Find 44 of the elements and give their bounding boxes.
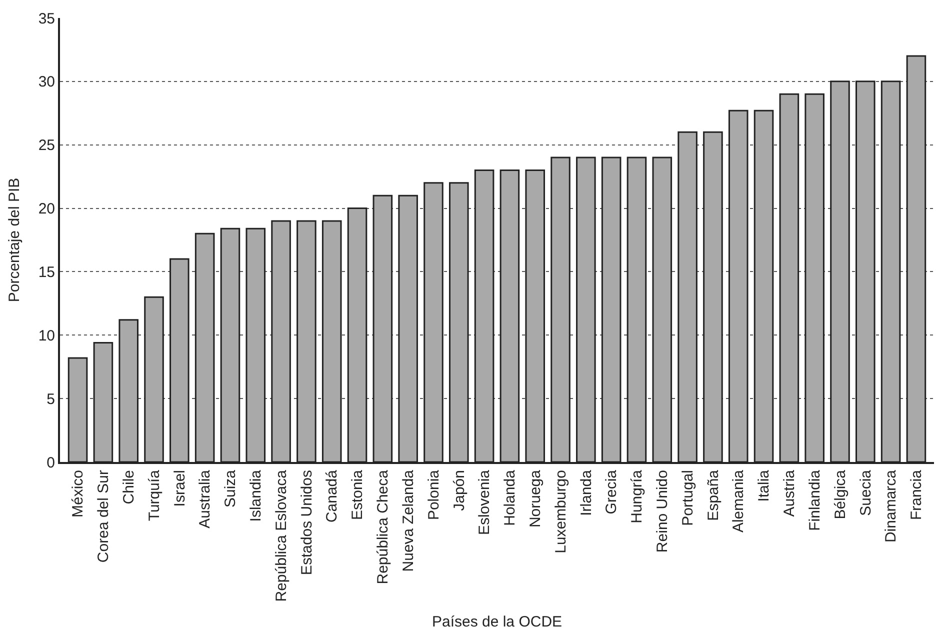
x-axis-title: Países de la OCDE xyxy=(432,613,562,630)
x-tick-label: Estados Unidos xyxy=(298,470,316,576)
x-tick-label: Eslovenia xyxy=(476,469,494,536)
y-axis-title: Porcentaje del PIB xyxy=(6,178,24,302)
y-tick-label: 5 xyxy=(46,390,55,408)
x-tick-label: Islandia xyxy=(248,469,265,522)
x-tick-label: México xyxy=(70,470,87,518)
x-tick-label: Portugal xyxy=(679,470,696,526)
x-tick-label: República Eslovaca xyxy=(272,469,290,602)
x-tick-label: Polonia xyxy=(425,469,442,520)
x-tick-label: Grecia xyxy=(603,469,620,514)
x-tick-label: Italia xyxy=(756,469,773,502)
x-tick-label: Suecia xyxy=(857,469,874,516)
x-tick-label: Estonia xyxy=(349,469,366,520)
x-tick-label: Noruega xyxy=(526,469,544,528)
x-tick-label: Hungría xyxy=(628,469,646,524)
x-tick-label: Chile xyxy=(120,470,138,504)
x-tick-label: Alemania xyxy=(730,469,748,533)
y-tick-label: 30 xyxy=(38,74,55,91)
y-tick-label: 20 xyxy=(38,200,55,218)
x-tick-label: Nueva Zelanda xyxy=(400,469,417,572)
x-tick-label: Corea del Sur xyxy=(95,470,112,563)
y-tick-label: 15 xyxy=(38,264,55,281)
x-tick-label: Bélgica xyxy=(832,469,849,520)
x-tick-label: Reino Unido xyxy=(654,470,672,553)
x-tick-label: Dinamarca xyxy=(882,469,900,543)
x-tick-label: Irlanda xyxy=(578,469,595,516)
x-tick-label: Holanda xyxy=(502,469,519,526)
x-tick-label: Japón xyxy=(450,470,468,511)
x-tick-label: Francia xyxy=(908,469,926,520)
y-tick-label: 25 xyxy=(38,137,55,154)
x-tick-label: Canadá xyxy=(324,469,341,523)
x-tick-label: Austria xyxy=(781,469,798,517)
x-tick-label: Turquía xyxy=(146,469,163,522)
x-tick-label: Luxemburgo xyxy=(552,470,570,554)
x-tick-label: Israel xyxy=(171,470,188,507)
y-tick-label: 10 xyxy=(38,327,55,344)
x-tick-label: Finlandia xyxy=(806,469,824,531)
y-tick-label: 0 xyxy=(46,454,55,472)
x-tick-label: Australia xyxy=(196,469,214,528)
x-tick-label: República Checa xyxy=(374,469,392,584)
x-tick-label: Suiza xyxy=(222,469,240,508)
y-tick-label: 35 xyxy=(38,10,55,28)
x-tick-label: España xyxy=(704,469,722,521)
